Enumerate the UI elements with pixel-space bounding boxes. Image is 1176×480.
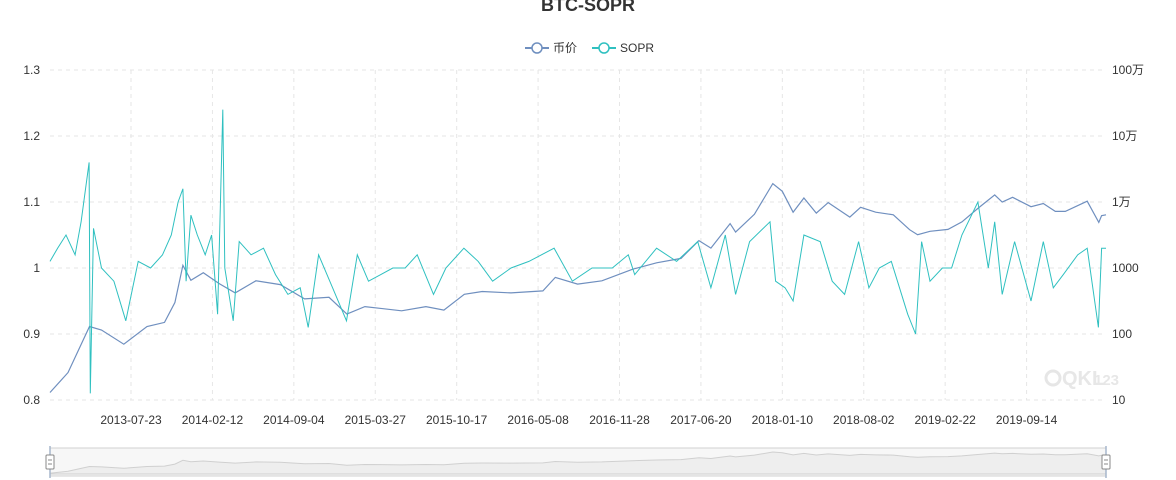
right-tick-label: 100 [1112,327,1132,341]
legend-price-marker [531,42,543,54]
series-price-line [49,182,1107,393]
right-tick-label: 10 [1112,393,1126,407]
x-tick-label: 2018-01-10 [752,413,814,427]
x-tick-label: 2014-02-12 [182,413,244,427]
right-tick-label: 100万 [1112,63,1144,77]
x-tick-label: 2016-05-08 [507,413,569,427]
left-tick-label: 1.2 [23,129,40,143]
legend-item-sopr[interactable]: SOPR [592,41,654,55]
right-tick-label: 1万 [1112,195,1131,209]
right-axis: 10 100 1000 1万 10万 100万 [1112,63,1144,407]
x-tick-label: 2018-08-02 [833,413,895,427]
x-tick-label: 2019-02-22 [914,413,976,427]
watermark-number: 123 [1094,372,1119,389]
left-tick-label: 1.3 [23,63,40,77]
x-axis: 2013-07-23 2014-02-12 2014-09-04 2015-03-27… [100,413,1057,427]
x-tick-label: 2015-03-27 [345,413,407,427]
grid-vertical [130,70,1028,400]
x-tick-label: 2013-07-23 [100,413,162,427]
left-axis: 0.8 0.9 1 1.1 1.2 1.3 [23,63,40,407]
data-zoom-slider[interactable] [45,446,1111,478]
zoom-handle-right[interactable] [1101,446,1111,478]
chart-title: BTC-SOPR [541,0,635,15]
watermark-brand: QKL [1062,368,1104,390]
legend-item-price[interactable]: 币价 [525,41,577,55]
legend-sopr-label: SOPR [620,41,654,55]
right-tick-label: 1000 [1112,261,1139,275]
watermark-logo: QKL 123 [1044,368,1119,390]
legend: 币价 SOPR [525,41,654,55]
grid-horizontal [50,69,1106,401]
left-tick-label: 0.8 [23,393,40,407]
zoom-handle-left[interactable] [45,446,55,478]
zoom-preview-line [49,451,1107,475]
left-tick-label: 1 [33,261,40,275]
x-tick-label: 2017-06-20 [670,413,732,427]
left-tick-label: 1.1 [23,195,40,209]
x-tick-label: 2019-09-14 [996,413,1058,427]
left-tick-label: 0.9 [23,327,40,341]
legend-price-label: 币价 [553,41,577,55]
x-tick-label: 2014-09-04 [263,413,325,427]
right-tick-label: 10万 [1112,129,1137,143]
x-tick-label: 2015-10-17 [426,413,488,427]
series-sopr-line [49,109,1106,394]
x-tick-label: 2016-11-28 [589,413,650,427]
legend-sopr-marker [598,42,610,54]
